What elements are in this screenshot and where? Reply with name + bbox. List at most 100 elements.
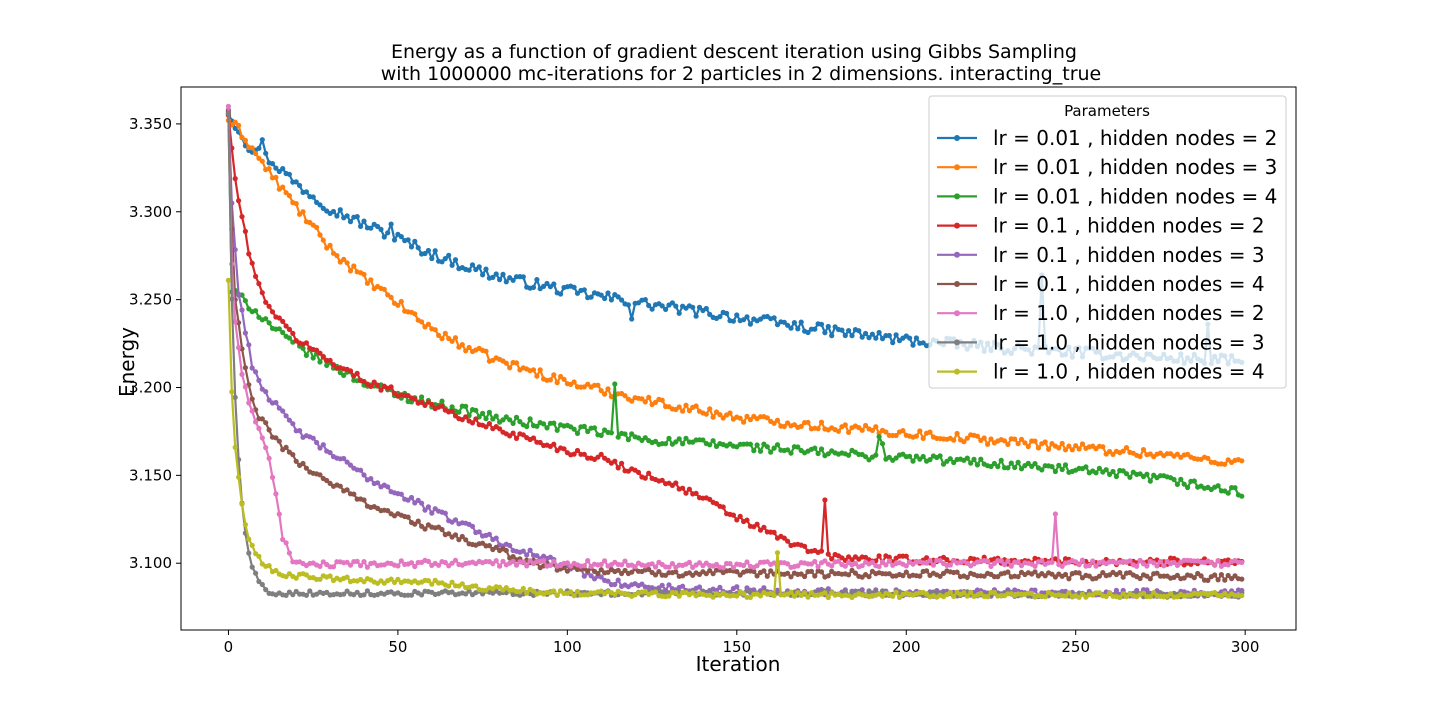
data-point xyxy=(737,415,743,421)
data-point xyxy=(1185,484,1191,491)
data-point xyxy=(612,581,618,588)
data-point xyxy=(412,563,418,570)
data-point xyxy=(757,593,764,599)
data-point xyxy=(1008,563,1014,569)
data-point xyxy=(283,574,289,580)
data-point xyxy=(849,333,855,339)
data-point xyxy=(964,455,970,461)
data-point xyxy=(446,531,452,537)
data-point xyxy=(513,435,520,441)
data-point xyxy=(249,260,255,266)
data-point xyxy=(351,263,357,269)
y-axis-title: Energy xyxy=(115,327,139,397)
data-point xyxy=(812,558,818,565)
series-2 xyxy=(225,117,1245,467)
x-tick-label: 150 xyxy=(722,638,751,656)
data-point xyxy=(266,166,272,172)
data-point xyxy=(276,438,282,444)
data-point xyxy=(734,312,740,318)
data-point xyxy=(476,529,482,535)
data-point xyxy=(829,556,835,562)
data-point xyxy=(266,303,272,309)
data-point xyxy=(581,563,587,569)
data-point xyxy=(913,335,920,341)
data-point xyxy=(680,485,686,491)
data-point xyxy=(286,171,292,177)
data-point xyxy=(910,458,916,464)
data-point xyxy=(1015,559,1021,565)
data-point xyxy=(1174,481,1180,487)
data-point xyxy=(1022,440,1028,446)
x-tick-label: 250 xyxy=(1061,638,1090,656)
data-point xyxy=(358,467,364,473)
data-point xyxy=(707,406,713,412)
data-point xyxy=(754,563,760,569)
data-point xyxy=(859,334,865,340)
data-point xyxy=(605,386,611,392)
data-point xyxy=(425,247,431,254)
data-point xyxy=(785,447,791,453)
data-point xyxy=(259,581,265,588)
data-point xyxy=(310,435,316,441)
data-point xyxy=(1127,558,1133,564)
data-point xyxy=(1015,459,1021,465)
data-point xyxy=(466,267,472,273)
data-point xyxy=(273,435,279,441)
data-point xyxy=(886,554,892,560)
data-point xyxy=(1076,446,1082,452)
data-point xyxy=(1117,594,1123,601)
data-point xyxy=(764,444,770,450)
data-point xyxy=(886,332,892,339)
data-point xyxy=(520,548,526,554)
data-point xyxy=(1049,559,1055,565)
data-point xyxy=(937,557,943,564)
legend-entry: lr = 0.01 , hidden nodes = 4 xyxy=(937,184,1277,208)
data-point xyxy=(341,455,347,462)
data-point xyxy=(944,557,950,563)
data-point xyxy=(673,569,679,575)
data-point xyxy=(263,587,269,593)
data-point xyxy=(368,383,374,389)
data-point xyxy=(619,297,625,303)
data-point xyxy=(1215,558,1221,564)
data-point xyxy=(788,574,794,580)
data-point xyxy=(415,518,421,524)
x-tick-label: 50 xyxy=(388,638,407,656)
data-point xyxy=(781,319,787,325)
data-point xyxy=(581,451,587,457)
data-point xyxy=(785,322,791,328)
data-point xyxy=(1140,590,1147,596)
data-point xyxy=(497,426,503,432)
data-point xyxy=(913,433,920,439)
data-point xyxy=(242,137,248,143)
data-point xyxy=(463,414,469,420)
data-point xyxy=(1018,436,1025,442)
data-point xyxy=(354,558,360,565)
data-point xyxy=(710,414,716,420)
data-point xyxy=(774,442,781,448)
data-point xyxy=(561,446,567,452)
data-point xyxy=(1012,464,1018,471)
data-point xyxy=(1076,594,1082,600)
data-point xyxy=(1103,593,1109,600)
data-point xyxy=(659,303,665,309)
data-point xyxy=(385,230,391,236)
data-point xyxy=(598,432,604,438)
data-point xyxy=(354,214,360,220)
data-point xyxy=(1032,563,1038,569)
data-point xyxy=(412,521,418,527)
data-point xyxy=(1073,443,1079,449)
data-point xyxy=(564,560,571,566)
data-point xyxy=(297,182,303,189)
data-point xyxy=(890,593,896,599)
data-point xyxy=(429,510,435,516)
data-point xyxy=(622,431,628,437)
data-point xyxy=(456,537,462,543)
data-point xyxy=(703,571,709,577)
data-point xyxy=(1005,569,1011,575)
data-point xyxy=(225,103,231,109)
data-point xyxy=(395,302,401,308)
data-point xyxy=(581,287,587,293)
data-point xyxy=(764,415,770,421)
data-point xyxy=(930,562,937,568)
